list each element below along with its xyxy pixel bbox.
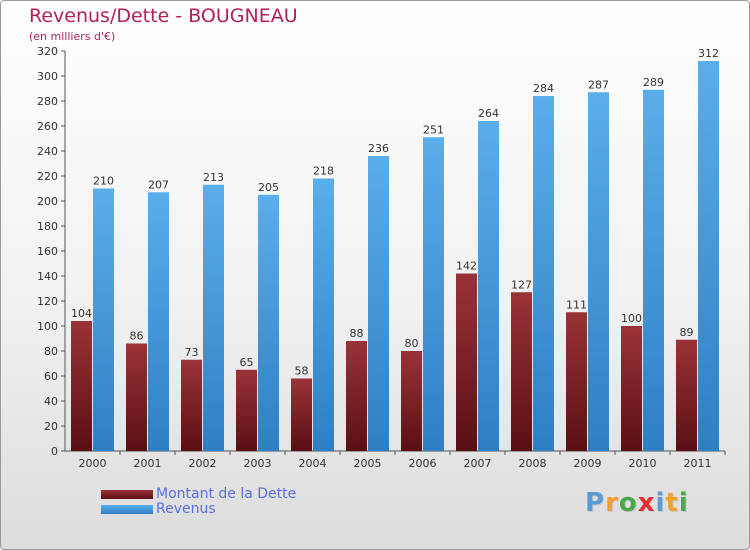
data-label-revenue: 207 <box>148 178 169 191</box>
data-label-debt: 88 <box>350 327 364 340</box>
bar-revenue <box>203 184 224 451</box>
x-tick-label: 2010 <box>629 457 657 470</box>
bar-revenue <box>588 92 609 451</box>
data-label-revenue: 236 <box>368 142 389 155</box>
bar-revenue <box>643 89 664 451</box>
y-tick-label: 260 <box>37 120 58 133</box>
x-tick-label: 2003 <box>244 457 272 470</box>
x-tick-label: 2005 <box>354 457 382 470</box>
y-tick-label: 280 <box>37 95 58 108</box>
x-tick-label: 2009 <box>574 457 602 470</box>
data-label-revenue: 287 <box>588 78 609 91</box>
bar-revenue <box>423 137 444 451</box>
y-tick-label: 120 <box>37 295 58 308</box>
data-label-debt: 142 <box>456 260 477 273</box>
legend-label-revenue: Revenus <box>156 501 216 517</box>
bar-debt <box>71 321 92 451</box>
data-label-debt: 58 <box>295 365 309 378</box>
y-tick-label: 100 <box>37 320 58 333</box>
data-label-debt: 73 <box>185 346 199 359</box>
bar-debt <box>181 359 202 451</box>
y-tick-label: 80 <box>44 345 58 358</box>
data-label-revenue: 213 <box>203 171 224 184</box>
data-label-debt: 100 <box>621 312 642 325</box>
bar-revenue <box>258 194 279 451</box>
bar-debt <box>346 341 367 451</box>
data-label-debt: 111 <box>566 298 587 311</box>
bar-debt <box>676 339 697 451</box>
x-tick-label: 2001 <box>134 457 162 470</box>
bar-revenue <box>698 61 719 451</box>
legend-swatch-debt <box>101 490 153 499</box>
bar-revenue <box>313 178 334 451</box>
x-tick-label: 2002 <box>189 457 217 470</box>
bar-debt <box>126 343 147 451</box>
y-tick-label: 140 <box>37 270 58 283</box>
y-tick-label: 0 <box>51 445 58 458</box>
legend-swatch-revenue <box>101 505 153 514</box>
y-tick-label: 160 <box>37 245 58 258</box>
y-tick-label: 40 <box>44 395 58 408</box>
x-tick-label: 2011 <box>684 457 712 470</box>
y-tick-label: 20 <box>44 420 58 433</box>
data-label-revenue: 205 <box>258 181 279 194</box>
x-tick-label: 2008 <box>519 457 547 470</box>
y-tick-label: 60 <box>44 370 58 383</box>
y-tick-label: 220 <box>37 170 58 183</box>
proxiti-logo: Proxiti <box>585 488 689 518</box>
y-tick-label: 240 <box>37 145 58 158</box>
data-label-revenue: 284 <box>533 82 554 95</box>
data-label-debt: 86 <box>130 330 144 343</box>
data-label-revenue: 264 <box>478 107 499 120</box>
data-label-debt: 104 <box>71 307 92 320</box>
data-label-revenue: 218 <box>313 165 334 178</box>
bar-debt <box>511 292 532 451</box>
bar-revenue <box>93 188 114 451</box>
bar-revenue <box>148 192 169 451</box>
bar-debt <box>401 351 422 451</box>
data-label-debt: 65 <box>240 356 254 369</box>
x-tick-label: 2007 <box>464 457 492 470</box>
y-tick-label: 180 <box>37 220 58 233</box>
data-label-revenue: 289 <box>643 76 664 89</box>
y-tick-label: 320 <box>37 45 58 58</box>
bar-debt <box>566 312 587 451</box>
bar-revenue <box>478 121 499 451</box>
bar-debt <box>291 378 312 451</box>
x-tick-label: 2004 <box>299 457 327 470</box>
x-tick-label: 2006 <box>409 457 437 470</box>
data-label-revenue: 312 <box>698 47 719 60</box>
data-label-revenue: 251 <box>423 123 444 136</box>
data-label-debt: 89 <box>680 326 694 339</box>
data-label-revenue: 210 <box>93 175 114 188</box>
bar-revenue <box>533 96 554 451</box>
bar-revenue <box>368 156 389 451</box>
bar-debt <box>621 326 642 451</box>
y-tick-label: 200 <box>37 195 58 208</box>
data-label-debt: 127 <box>511 278 532 291</box>
bar-debt <box>236 369 257 451</box>
x-tick-label: 2000 <box>79 457 107 470</box>
legend-label-debt: Montant de la Dette <box>156 486 297 502</box>
bar-debt <box>456 273 477 451</box>
data-label-debt: 80 <box>405 337 419 350</box>
chart-title: Revenus/Dette - BOUGNEAU <box>29 5 298 27</box>
y-tick-label: 300 <box>37 70 58 83</box>
chart-subtitle: (en milliers d'€) <box>29 30 116 43</box>
